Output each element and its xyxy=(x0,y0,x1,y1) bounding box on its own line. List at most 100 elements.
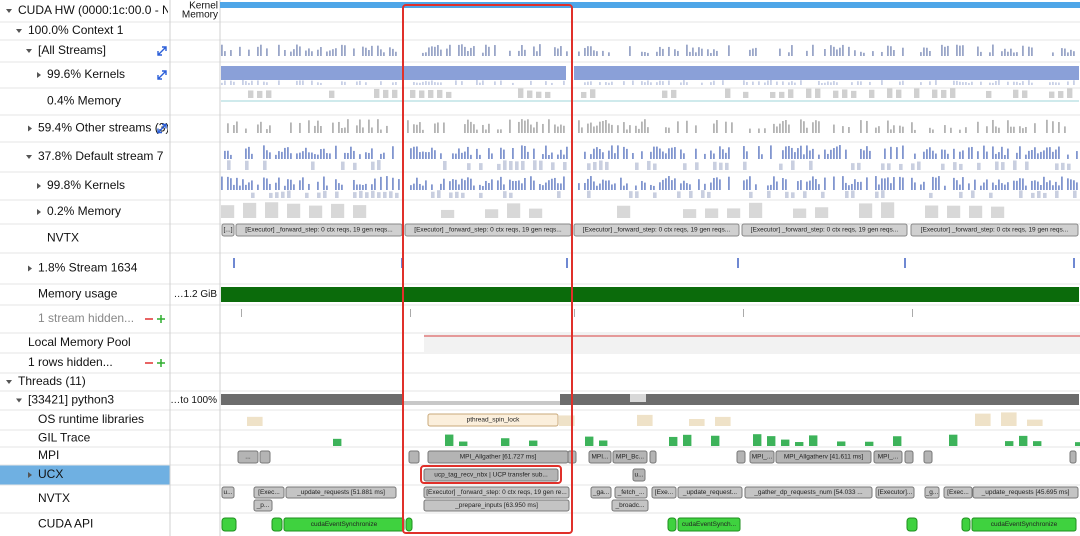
event-box[interactable] xyxy=(649,450,657,464)
event-box[interactable] xyxy=(651,486,677,499)
event-box[interactable] xyxy=(259,450,271,464)
activity-column xyxy=(713,80,715,85)
activity-column xyxy=(509,179,511,190)
collapse-arrow[interactable] xyxy=(26,49,32,53)
activity-column xyxy=(359,190,363,198)
api-call[interactable] xyxy=(667,517,677,532)
activity-column xyxy=(1010,48,1012,56)
event-box[interactable] xyxy=(590,486,612,499)
collapse-arrow[interactable] xyxy=(6,9,12,13)
show-button[interactable] xyxy=(157,315,165,323)
activity-column xyxy=(962,82,964,85)
event-box[interactable] xyxy=(423,468,559,482)
activity-column xyxy=(695,125,697,133)
activity-column xyxy=(917,161,921,170)
activity-column xyxy=(860,120,862,133)
activity-column xyxy=(284,49,286,56)
event-box[interactable] xyxy=(237,450,259,464)
api-call[interactable] xyxy=(221,517,237,532)
activity-column xyxy=(260,121,262,133)
collapse-arrow[interactable] xyxy=(16,29,22,33)
activity-column xyxy=(728,176,730,190)
activity-column xyxy=(635,162,639,170)
show-button[interactable] xyxy=(157,359,165,367)
expand-arrow[interactable] xyxy=(28,125,32,132)
event-box[interactable] xyxy=(612,450,648,464)
activity-column xyxy=(965,127,967,133)
fit-icon[interactable] xyxy=(157,46,167,56)
api-call[interactable] xyxy=(271,517,283,532)
activity-column xyxy=(899,163,903,170)
event-box[interactable] xyxy=(614,486,648,499)
event-box[interactable] xyxy=(1069,450,1077,464)
event-box[interactable] xyxy=(741,223,908,237)
activity-column xyxy=(247,416,263,426)
activity-column xyxy=(683,153,685,159)
activity-column xyxy=(329,90,335,98)
event-box[interactable] xyxy=(943,486,973,499)
event: _prepare_inputs [63.950 ms] xyxy=(423,499,570,512)
event-box[interactable] xyxy=(875,486,915,499)
event-box[interactable] xyxy=(408,450,420,464)
activity-column xyxy=(419,82,421,85)
activity-column xyxy=(869,150,871,159)
activity-column xyxy=(459,441,468,446)
expand-arrow[interactable] xyxy=(28,472,32,478)
event-box[interactable] xyxy=(744,486,873,499)
expand-arrow[interactable] xyxy=(28,265,32,272)
event-box[interactable] xyxy=(736,450,746,464)
event-box[interactable] xyxy=(924,486,940,499)
event-box[interactable] xyxy=(971,517,1077,532)
activity-column xyxy=(242,80,244,85)
row-label: Threads (11) xyxy=(18,374,86,388)
activity-column xyxy=(227,160,231,170)
event-box[interactable] xyxy=(221,486,235,499)
event-box[interactable] xyxy=(775,450,872,464)
fit-icon[interactable] xyxy=(157,123,167,134)
api-call[interactable] xyxy=(405,517,413,532)
event-box[interactable] xyxy=(253,486,285,499)
event-box[interactable] xyxy=(611,499,649,512)
collapse-arrow[interactable] xyxy=(6,380,12,384)
activity-column xyxy=(637,414,653,426)
event-box[interactable] xyxy=(677,486,743,499)
event-box[interactable] xyxy=(427,413,559,427)
activity-column xyxy=(338,121,340,133)
expand-arrow[interactable] xyxy=(37,183,41,189)
event-box[interactable] xyxy=(423,486,570,499)
activity-column xyxy=(650,151,652,159)
fit-icon[interactable] xyxy=(157,70,167,80)
activity-column xyxy=(1004,184,1006,190)
event-box[interactable] xyxy=(972,486,1079,499)
event-box[interactable] xyxy=(427,450,569,464)
event-box[interactable] xyxy=(677,517,741,532)
expand-arrow[interactable] xyxy=(37,72,41,78)
activity-column xyxy=(554,124,556,133)
api-call[interactable] xyxy=(961,517,971,532)
event-box[interactable] xyxy=(873,450,903,464)
activity-column xyxy=(299,122,301,133)
expand-arrow[interactable] xyxy=(37,209,41,215)
activity-column xyxy=(413,81,415,85)
api-call[interactable] xyxy=(906,517,918,532)
activity-column xyxy=(770,80,772,85)
event-box[interactable] xyxy=(588,450,612,464)
activity-column xyxy=(590,89,596,98)
event-box[interactable] xyxy=(423,499,570,512)
activity-column xyxy=(989,192,993,198)
event-box[interactable] xyxy=(904,450,914,464)
collapse-arrow[interactable] xyxy=(16,398,22,403)
event-box[interactable] xyxy=(632,468,646,482)
event-box[interactable] xyxy=(923,450,933,464)
activity-column xyxy=(1013,89,1019,98)
collapse-arrow[interactable] xyxy=(26,155,32,159)
event-box[interactable] xyxy=(749,450,775,464)
event-box[interactable] xyxy=(285,486,397,499)
activity-column xyxy=(395,51,397,56)
activity-column xyxy=(971,146,973,159)
event-box[interactable] xyxy=(253,499,273,512)
event-box[interactable] xyxy=(221,223,235,237)
event-box[interactable] xyxy=(573,223,740,237)
event-box[interactable] xyxy=(910,223,1079,237)
